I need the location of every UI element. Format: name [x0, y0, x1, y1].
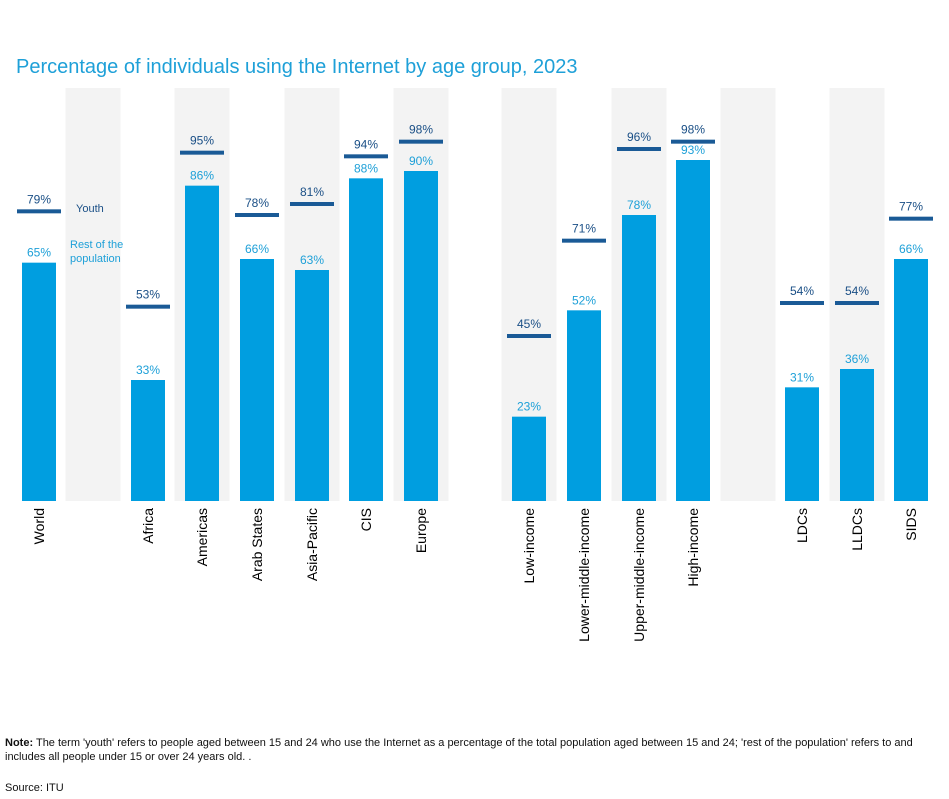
label-rest-11: 31%: [790, 370, 814, 384]
category-label-4: Asia-Pacific: [304, 508, 320, 581]
background-band: [720, 88, 776, 501]
category-label-9: Upper-middle-income: [631, 508, 647, 642]
bar-rest-0: [22, 262, 56, 501]
category-label-6: Europe: [413, 508, 429, 553]
bar-rest-7: [512, 416, 546, 501]
legend-rest-line1: Rest of the: [70, 239, 123, 251]
chart-title: Percentage of individuals using the Inte…: [16, 56, 578, 78]
label-youth-13: 77%: [899, 200, 923, 214]
bar-rest-5: [349, 178, 383, 502]
label-youth-3: 78%: [245, 196, 269, 210]
category-label-1: Africa: [140, 508, 156, 544]
label-rest-9: 78%: [627, 198, 651, 212]
label-youth-9: 96%: [627, 130, 651, 144]
label-youth-11: 54%: [790, 284, 814, 298]
label-rest-8: 52%: [572, 293, 596, 307]
bar-rest-12: [840, 369, 874, 501]
bar-rest-4: [295, 270, 329, 501]
marker-youth-9: [617, 147, 661, 151]
marker-youth-4: [290, 202, 334, 206]
label-youth-4: 81%: [300, 185, 324, 199]
label-rest-4: 63%: [300, 253, 324, 267]
label-rest-10: 93%: [681, 143, 705, 157]
label-youth-8: 71%: [572, 222, 596, 236]
label-rest-12: 36%: [845, 352, 869, 366]
category-label-7: Low-income: [521, 508, 537, 584]
marker-youth-12: [835, 301, 879, 305]
bar-rest-2: [185, 185, 219, 501]
label-rest-1: 33%: [136, 363, 160, 377]
bar-rest-8: [567, 310, 601, 501]
bar-rest-9: [622, 215, 656, 501]
marker-youth-7: [507, 334, 551, 338]
bar-rest-6: [404, 171, 438, 501]
category-label-0: World: [31, 508, 47, 544]
label-youth-6: 98%: [409, 123, 433, 137]
label-rest-0: 65%: [27, 246, 51, 260]
marker-youth-1: [126, 304, 170, 309]
bar-chart: 65% 79% World 33% 53% Africa 86% 95% Americas 66%…: [17, 88, 933, 642]
category-label-3: Arab States: [249, 508, 265, 581]
label-youth-0: 79%: [27, 192, 51, 206]
category-label-12: LLDCs: [849, 508, 865, 551]
label-youth-12: 54%: [845, 284, 869, 298]
category-label-5: CIS: [358, 508, 374, 531]
legend-youth: Youth: [76, 203, 104, 215]
category-label-2: Americas: [194, 508, 210, 566]
bar-rest-11: [785, 387, 819, 501]
label-youth-10: 98%: [681, 123, 705, 137]
marker-youth-13: [889, 216, 933, 221]
chart-source: Source: ITU: [5, 782, 64, 794]
chart-note: Note: The term 'youth' refers to people …: [5, 736, 935, 764]
category-label-8: Lower-middle-income: [576, 508, 592, 642]
bar-rest-3: [240, 259, 274, 501]
bar-rest-10: [676, 160, 710, 501]
bar-rest-1: [131, 380, 165, 501]
marker-youth-6: [399, 139, 443, 144]
marker-youth-10: [671, 139, 715, 144]
background-band: [65, 88, 121, 501]
label-youth-5: 94%: [354, 137, 378, 151]
note-text: The term 'youth' refers to people aged b…: [5, 737, 913, 763]
category-label-11: LDCs: [794, 508, 810, 543]
label-youth-1: 53%: [136, 288, 160, 302]
category-label-13: SIDS: [903, 508, 919, 541]
label-rest-6: 90%: [409, 154, 433, 168]
label-rest-3: 66%: [245, 242, 269, 256]
category-label-10: High-income: [685, 508, 701, 587]
marker-youth-8: [562, 238, 606, 243]
marker-youth-0: [17, 209, 61, 214]
marker-youth-2: [180, 150, 224, 155]
note-label: Note:: [5, 737, 34, 749]
marker-youth-11: [780, 301, 824, 305]
label-youth-7: 45%: [517, 317, 541, 331]
label-rest-5: 88%: [354, 161, 378, 175]
label-youth-2: 95%: [190, 134, 214, 148]
marker-youth-3: [235, 213, 279, 217]
label-rest-13: 66%: [899, 242, 923, 256]
legend-rest-line2: population: [70, 253, 121, 265]
label-rest-2: 86%: [190, 169, 214, 183]
bar-rest-13: [894, 259, 928, 501]
label-rest-7: 23%: [517, 400, 541, 414]
marker-youth-5: [344, 154, 388, 159]
